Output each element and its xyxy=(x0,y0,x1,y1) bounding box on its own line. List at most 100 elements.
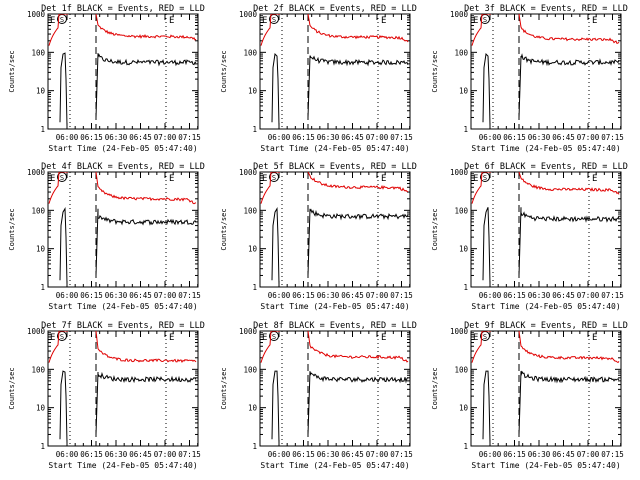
series-lld-early xyxy=(471,172,491,204)
x-tick-label: 07:00 xyxy=(154,450,177,459)
x-axis-label: Start Time (24-Feb-05 05:47:40) xyxy=(260,302,409,311)
x-axis-label: Start Time (24-Feb-05 05:47:40) xyxy=(260,461,409,470)
series-lld-early xyxy=(260,14,280,46)
series-lld xyxy=(307,14,409,43)
start-marker: S xyxy=(483,16,487,24)
series-group xyxy=(471,331,620,443)
x-tick-label: 07:15 xyxy=(601,450,624,459)
series-lld-early xyxy=(471,14,491,46)
y-tick-label: 1 xyxy=(463,125,468,134)
y-tick-label: 1 xyxy=(252,442,257,451)
panel-det-8: Det 8f BLACK = Events, RED = LLD Counts/s… xyxy=(220,321,417,470)
series-events-early xyxy=(59,207,68,284)
y-tick-label: 100 xyxy=(243,48,257,57)
y-tick-label: 10 xyxy=(36,245,46,254)
y-tick-label: 1000 xyxy=(239,168,258,177)
plot-frame xyxy=(259,171,411,288)
series-events xyxy=(518,370,620,435)
series-events-early xyxy=(59,370,68,443)
y-tick-label: 1 xyxy=(40,283,45,292)
y-axis-label: Counts/sec xyxy=(220,208,228,250)
y-tick-label: 1000 xyxy=(27,10,46,19)
start-marker: S xyxy=(483,333,487,341)
y-tick-label: 1000 xyxy=(27,168,46,177)
end-marker: E xyxy=(592,16,597,26)
x-tick-label: 06:00 xyxy=(479,450,502,459)
start-marker: S xyxy=(60,16,64,24)
y-axis-label: Counts/sec xyxy=(8,50,16,92)
x-tick-label: 06:15 xyxy=(80,291,103,300)
x-tick-label: 06:45 xyxy=(552,133,575,142)
x-tick-label: 06:45 xyxy=(129,291,152,300)
x-tick-label: 06:30 xyxy=(317,133,340,142)
series-lld xyxy=(518,14,620,45)
x-axis-label: Start Time (24-Feb-05 05:47:40) xyxy=(48,461,197,470)
series-events xyxy=(518,53,620,118)
y-axis-label: Counts/sec xyxy=(8,367,16,409)
panel-det-6: Det 6f BLACK = Events, RED = LLD Counts/s… xyxy=(431,162,628,311)
x-tick-label: 06:45 xyxy=(341,450,364,459)
panel-title: Det 3f BLACK = Events, RED = LLD xyxy=(464,4,628,14)
x-tick-label: 07:00 xyxy=(577,133,600,142)
x-tick-label: 07:15 xyxy=(601,291,624,300)
end-marker: E xyxy=(473,333,478,343)
y-tick-label: 100 xyxy=(243,365,257,374)
series-lld-early xyxy=(48,172,68,204)
end-marker: E xyxy=(381,16,386,26)
x-tick-label: 07:15 xyxy=(601,133,624,142)
y-tick-label: 10 xyxy=(459,245,469,254)
series-group xyxy=(260,331,409,443)
series-group xyxy=(48,14,197,126)
x-tick-label: 06:00 xyxy=(268,450,291,459)
plot-frame xyxy=(470,13,622,130)
panel-title: Det 4f BLACK = Events, RED = LLD xyxy=(41,162,205,172)
y-tick-label: 10 xyxy=(36,404,46,413)
plot-frame xyxy=(47,330,199,447)
x-tick-label: 07:15 xyxy=(390,450,413,459)
start-marker: S xyxy=(272,333,276,341)
series-lld xyxy=(95,14,197,41)
plot-frame xyxy=(47,13,199,130)
series-events xyxy=(95,371,197,435)
plot-frame xyxy=(470,171,622,288)
x-tick-label: 07:00 xyxy=(366,133,389,142)
y-tick-label: 1000 xyxy=(239,327,258,336)
x-tick-label: 07:00 xyxy=(577,450,600,459)
x-tick-label: 06:45 xyxy=(552,291,575,300)
panel-title: Det 5f BLACK = Events, RED = LLD xyxy=(253,162,417,172)
panel-det-1: Det 1f BLACK = Events, RED = LLD Counts/s… xyxy=(8,4,205,153)
y-tick-label: 1 xyxy=(463,283,468,292)
x-tick-label: 06:15 xyxy=(503,450,526,459)
y-tick-label: 100 xyxy=(243,206,257,215)
y-axis-label: Counts/sec xyxy=(431,50,439,92)
x-tick-label: 06:00 xyxy=(479,291,502,300)
y-axis-label: Counts/sec xyxy=(220,50,228,92)
series-events-early xyxy=(482,207,491,284)
series-lld-early xyxy=(260,331,280,363)
panel-title: Det 9f BLACK = Events, RED = LLD xyxy=(464,321,628,331)
series-group xyxy=(48,172,197,284)
series-lld xyxy=(307,172,409,193)
x-tick-label: 06:15 xyxy=(503,291,526,300)
end-marker: E xyxy=(50,174,55,184)
series-group xyxy=(260,14,409,126)
x-tick-label: 07:00 xyxy=(154,133,177,142)
end-marker: E xyxy=(169,174,174,184)
x-tick-label: 06:00 xyxy=(268,133,291,142)
end-marker: E xyxy=(381,174,386,184)
x-tick-label: 06:15 xyxy=(292,133,315,142)
start-marker: S xyxy=(272,174,276,182)
y-tick-label: 10 xyxy=(459,404,469,413)
x-tick-label: 06:30 xyxy=(528,133,551,142)
x-tick-label: 06:00 xyxy=(56,450,79,459)
y-tick-label: 10 xyxy=(248,87,258,96)
start-marker: S xyxy=(60,333,64,341)
x-tick-label: 07:15 xyxy=(390,291,413,300)
series-events-early xyxy=(271,53,280,126)
y-axis-label: Counts/sec xyxy=(220,367,228,409)
x-tick-label: 06:30 xyxy=(528,291,551,300)
start-marker: S xyxy=(483,174,487,182)
end-marker: E xyxy=(169,333,174,343)
y-tick-label: 1 xyxy=(40,125,45,134)
y-tick-label: 1 xyxy=(252,283,257,292)
